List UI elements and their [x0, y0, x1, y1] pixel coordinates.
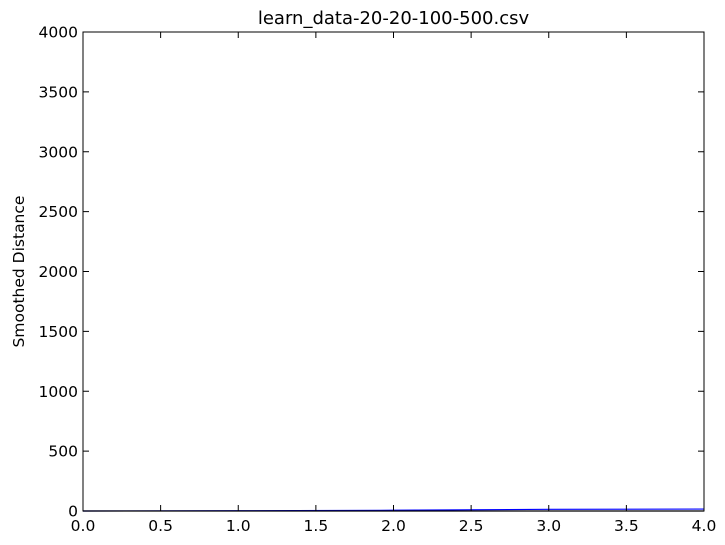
plot-frame	[82, 31, 705, 512]
y-tick-label: 4000	[39, 24, 78, 42]
y-tick-label: 500	[48, 443, 78, 461]
x-tick-label: 2.5	[459, 517, 484, 535]
ticks-layer: 0.0 0.5 1.0 1.5 2.0 2.5 3.0 3.5 4.0 0 500 1000 1500 2…	[39, 24, 717, 536]
y-tick-label: 0	[68, 503, 78, 521]
x-tick-label: 3.0	[536, 517, 561, 535]
y-tick-label: 2500	[39, 203, 78, 221]
x-tick-label: 1.0	[226, 517, 251, 535]
y-tick-label: 1000	[39, 383, 78, 401]
x-tick-label: 1.5	[304, 517, 329, 535]
x-tick-label: 3.5	[614, 517, 639, 535]
x-tick-label: 0.0	[71, 517, 96, 535]
y-axis-label: Smoothed Distance	[10, 196, 28, 348]
y-tick-label: 1500	[39, 323, 78, 341]
chart-title: learn_data-20-20-100-500.csv	[258, 8, 530, 29]
y-tick-label: 3500	[39, 83, 78, 101]
y-tick-label: 3000	[39, 143, 78, 161]
x-tick-label: 0.5	[148, 517, 173, 535]
y-tick-label: 2000	[39, 263, 78, 281]
x-tick-label: 4.0	[692, 517, 717, 535]
x-tick-label: 2.0	[381, 517, 406, 535]
